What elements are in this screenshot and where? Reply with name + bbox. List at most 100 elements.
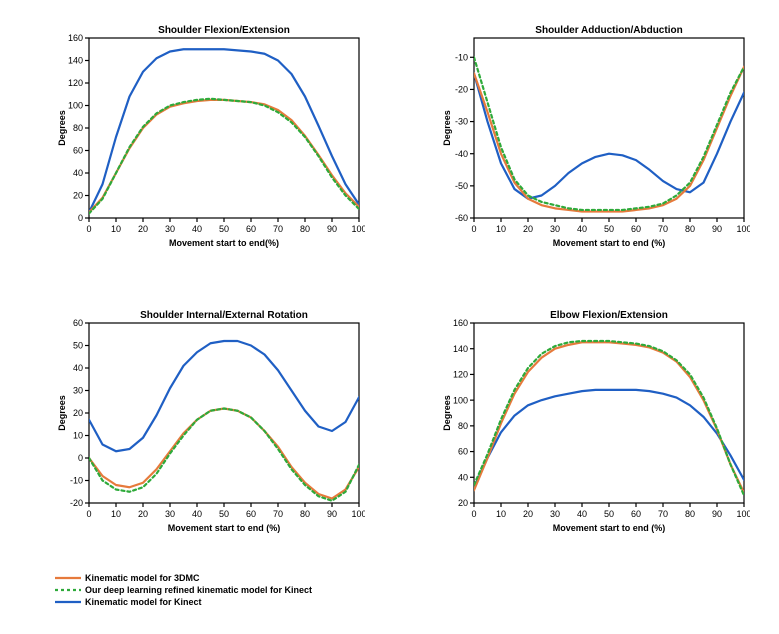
series-kinect — [89, 341, 359, 451]
legend-swatch — [55, 573, 81, 583]
y-tick-label: 100 — [453, 395, 468, 405]
y-tick-label: 80 — [73, 123, 83, 133]
y-tick-label: 30 — [73, 386, 83, 396]
x-axis-label: Movement start to end(%) — [169, 238, 279, 248]
y-tick-label: 50 — [73, 341, 83, 351]
figure-root: 0102030405060708090100020406080100120140… — [0, 0, 779, 634]
panel-title: Shoulder Internal/External Rotation — [140, 310, 308, 321]
x-tick-label: 60 — [631, 224, 641, 234]
y-tick-label: 60 — [73, 318, 83, 328]
y-axis-label: Degrees — [57, 395, 67, 431]
x-tick-label: 90 — [712, 509, 722, 519]
legend: Kinematic model for 3DMCOur deep learnin… — [55, 572, 312, 608]
y-tick-label: 120 — [68, 78, 83, 88]
x-axis-label: Movement start to end (%) — [168, 523, 281, 533]
x-tick-label: 0 — [471, 224, 476, 234]
panel-title: Shoulder Flexion/Extension — [158, 25, 290, 36]
y-tick-label: -40 — [455, 149, 468, 159]
x-tick-label: 60 — [631, 509, 641, 519]
y-tick-label: 40 — [458, 472, 468, 482]
x-tick-label: 50 — [604, 509, 614, 519]
x-tick-label: 60 — [246, 509, 256, 519]
x-tick-label: 80 — [300, 509, 310, 519]
y-tick-label: 60 — [73, 146, 83, 156]
x-tick-label: 100 — [351, 509, 365, 519]
y-tick-label: -60 — [455, 213, 468, 223]
x-tick-label: 80 — [685, 224, 695, 234]
x-tick-label: 70 — [273, 224, 283, 234]
panel-svg: 0102030405060708090100-60-50-40-30-20-10… — [440, 20, 750, 250]
x-tick-label: 40 — [577, 224, 587, 234]
y-tick-label: 160 — [68, 33, 83, 43]
x-tick-label: 20 — [138, 224, 148, 234]
y-tick-label: 0 — [78, 453, 83, 463]
y-tick-label: 80 — [458, 421, 468, 431]
legend-item: Kinematic model for Kinect — [55, 596, 312, 608]
x-tick-label: 10 — [496, 509, 506, 519]
x-axis-label: Movement start to end (%) — [553, 238, 666, 248]
y-tick-label: 140 — [68, 56, 83, 66]
panel-title: Elbow Flexion/Extension — [550, 310, 668, 321]
y-tick-label: -20 — [455, 85, 468, 95]
x-tick-label: 0 — [86, 509, 91, 519]
legend-item: Kinematic model for 3DMC — [55, 572, 312, 584]
y-axis-label: Degrees — [442, 110, 452, 146]
axis-box — [474, 323, 744, 503]
x-tick-label: 100 — [351, 224, 365, 234]
axis-box — [89, 323, 359, 503]
panel-svg: 0102030405060708090100020406080100120140… — [55, 20, 365, 250]
series-3dmc — [89, 409, 359, 499]
y-tick-label: -10 — [455, 52, 468, 62]
y-tick-label: -50 — [455, 181, 468, 191]
x-tick-label: 10 — [111, 509, 121, 519]
x-tick-label: 100 — [736, 224, 750, 234]
x-tick-label: 20 — [138, 509, 148, 519]
panel-bl: 0102030405060708090100-20-10010203040506… — [55, 305, 365, 535]
x-tick-label: 0 — [471, 509, 476, 519]
y-tick-label: 20 — [73, 191, 83, 201]
x-tick-label: 30 — [550, 224, 560, 234]
panel-br: 0102030405060708090100204060801001201401… — [440, 305, 750, 535]
x-tick-label: 70 — [273, 509, 283, 519]
x-tick-label: 20 — [523, 224, 533, 234]
x-tick-label: 40 — [192, 224, 202, 234]
legend-label: Our deep learning refined kinematic mode… — [85, 585, 312, 595]
legend-item: Our deep learning refined kinematic mode… — [55, 584, 312, 596]
panel-svg: 0102030405060708090100204060801001201401… — [440, 305, 750, 535]
x-tick-label: 50 — [219, 224, 229, 234]
series-deep — [89, 99, 359, 214]
axis-box — [474, 38, 744, 218]
y-tick-label: -30 — [455, 117, 468, 127]
y-tick-label: 0 — [78, 213, 83, 223]
y-tick-label: 60 — [458, 447, 468, 457]
x-tick-label: 50 — [604, 224, 614, 234]
y-tick-label: -20 — [70, 498, 83, 508]
x-tick-label: 80 — [300, 224, 310, 234]
legend-swatch — [55, 585, 81, 595]
x-tick-label: 10 — [111, 224, 121, 234]
y-axis-label: Degrees — [442, 395, 452, 431]
y-tick-label: 140 — [453, 344, 468, 354]
x-tick-label: 60 — [246, 224, 256, 234]
y-tick-label: 40 — [73, 168, 83, 178]
x-tick-label: 100 — [736, 509, 750, 519]
x-tick-label: 20 — [523, 509, 533, 519]
series-kinect — [89, 49, 359, 212]
x-tick-label: 90 — [327, 509, 337, 519]
x-tick-label: 90 — [712, 224, 722, 234]
x-tick-label: 30 — [165, 509, 175, 519]
x-tick-label: 30 — [165, 224, 175, 234]
panel-tr: 0102030405060708090100-60-50-40-30-20-10… — [440, 20, 750, 250]
x-tick-label: 40 — [192, 509, 202, 519]
x-tick-label: 70 — [658, 509, 668, 519]
x-tick-label: 10 — [496, 224, 506, 234]
x-tick-label: 80 — [685, 509, 695, 519]
y-tick-label: 100 — [68, 101, 83, 111]
x-axis-label: Movement start to end (%) — [553, 523, 666, 533]
y-tick-label: 10 — [73, 431, 83, 441]
y-tick-label: 20 — [73, 408, 83, 418]
y-tick-label: 120 — [453, 370, 468, 380]
y-tick-label: 160 — [453, 318, 468, 328]
panel-svg: 0102030405060708090100-20-10010203040506… — [55, 305, 365, 535]
legend-swatch — [55, 597, 81, 607]
